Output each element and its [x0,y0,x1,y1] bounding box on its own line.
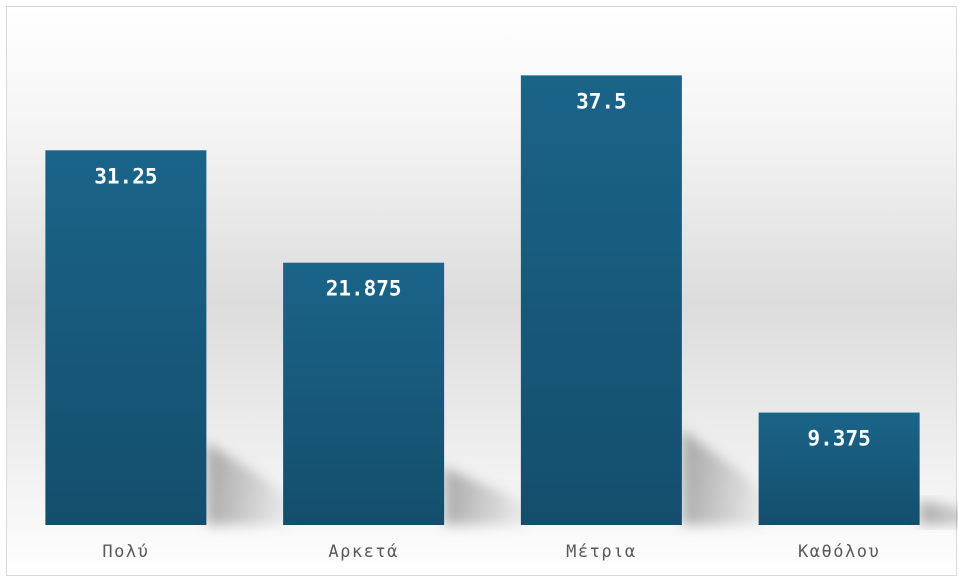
data-label: 31.25 [94,164,157,188]
bar [283,262,445,525]
bar-shadow [444,467,540,525]
category-label: Μέτρια [566,542,636,562]
bar-shadow [681,430,777,525]
bar-shadow [206,442,302,525]
category-label: Καθόλου [798,542,880,562]
chart-area: 31.25 21.875 37.5 9.375 Πολύ Αρκετά Μέτρια Καθ… [6,6,958,576]
data-label: 21.875 [326,277,402,301]
bar [520,75,682,525]
bar-chart: 31.25 21.875 37.5 9.375 Πολύ Αρκετά Μέτρια Καθ… [45,75,958,562]
bar-shadow [919,500,958,525]
category-label: Πολύ [102,542,149,562]
bar [45,150,207,526]
bar [758,412,920,525]
data-label: 9.375 [808,427,871,451]
category-label: Αρκετά [328,542,398,562]
data-label: 37.5 [576,89,627,113]
